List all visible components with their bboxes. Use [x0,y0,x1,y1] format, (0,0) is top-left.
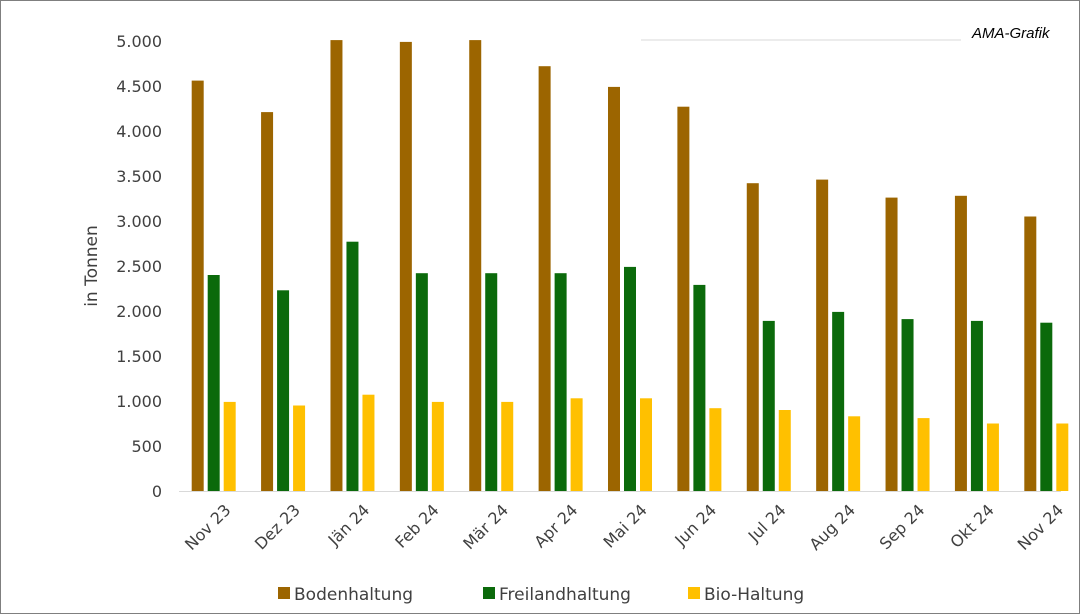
bar-bio-haltung [917,418,930,491]
bar-bio-haltung [362,394,375,491]
x-tick-label: Okt 24 [946,500,997,551]
legend-label: Bio-Haltung [704,585,804,605]
bar-bodenhaltung [885,197,898,491]
x-tick-label: Nov 23 [181,500,235,554]
bar-bodenhaltung [469,40,482,491]
legend-label: Bodenhaltung [294,585,413,605]
bar-bodenhaltung [608,86,620,492]
y-tick-label: 3.000 [116,212,162,231]
bar-bodenhaltung [677,106,690,491]
x-tick-label: Aug 24 [805,500,859,554]
legend-swatch [483,587,495,599]
bar-freilandhaltung [485,273,498,491]
bar-bodenhaltung [816,179,829,491]
credit-group: AMA-Grafik [641,25,1051,42]
x-tick-label: Apr 24 [530,500,581,551]
y-tick-label: 4.500 [116,77,162,96]
bar-bio-haltung [640,398,652,491]
bar-bio-haltung [501,401,514,491]
legend-swatch [278,587,290,599]
legend-swatch [688,587,700,599]
legend: Bodenhaltung Freilandhaltung Bio-Haltung [278,585,804,605]
bar-bodenhaltung [399,41,412,492]
bar-bio-haltung [778,410,791,491]
x-tick-label: Dez 23 [251,500,304,553]
x-tick-label: Sep 24 [876,500,929,553]
bar-freilandhaltung [901,319,914,491]
y-tick-label: 4.000 [116,122,162,141]
bar-bodenhaltung [538,66,551,491]
bar-bodenhaltung [191,80,204,491]
bar-bodenhaltung [330,40,343,491]
bar-bio-haltung [293,405,306,491]
bar-bio-haltung [1056,423,1069,491]
y-tick-label: 1.000 [116,392,162,411]
x-tick-label: Jul 24 [744,500,790,546]
bar-freilandhaltung [415,273,428,491]
bar-bio-haltung [570,398,583,491]
bar-bodenhaltung [261,112,274,491]
y-tick-label: 3.500 [116,167,162,186]
bar-freilandhaltung [346,241,359,491]
bar-freilandhaltung [624,266,636,491]
x-tick-label: Feb 24 [391,500,442,551]
bar-freilandhaltung [1040,322,1053,491]
legend-label: Freilandhaltung [499,585,631,605]
bar-bio-haltung [848,416,861,491]
bar-bio-haltung [431,401,444,491]
y-tick-label: 0 [152,482,162,501]
y-tick-label: 2.000 [116,302,162,321]
y-tick-label: 2.500 [116,257,162,276]
x-tick-label: Jän 24 [324,500,374,550]
credit-label: AMA-Grafik [971,25,1051,42]
y-tick-label: 500 [131,437,162,456]
bar-bodenhaltung [954,195,967,492]
bar-bio-haltung [223,401,236,491]
bar-freilandhaltung [762,320,775,491]
bar-bio-haltung [709,408,722,491]
bar-freilandhaltung [207,275,220,491]
y-tick-label: 5.000 [116,32,162,51]
x-tick-label: Mär 24 [459,500,512,553]
y-axis-title: in Tonnen [82,225,102,307]
y-tick-label: 1.500 [116,347,162,366]
x-tick-label: Mai 24 [600,500,651,551]
x-tick-label: Jun 24 [670,500,720,550]
bar-freilandhaltung [970,320,983,491]
bar-bio-haltung [986,423,999,491]
bars-group [191,40,1069,492]
bar-freilandhaltung [832,311,845,491]
bar-freilandhaltung [693,284,706,491]
bar-freilandhaltung [277,290,290,491]
bar-bodenhaltung [1024,216,1037,491]
y-axis-ticks: 0 500 1.000 1.500 2.000 2.500 3.000 3.500 4.000 4… [116,32,162,501]
bar-freilandhaltung [554,273,567,491]
x-tick-label: Nov 24 [1014,500,1068,554]
bar-bodenhaltung [746,183,759,491]
x-axis-ticks: Nov 23 Dez 23 Jän 24 Feb 24 Mär 24 Apr 24 Mai … [181,500,1067,554]
